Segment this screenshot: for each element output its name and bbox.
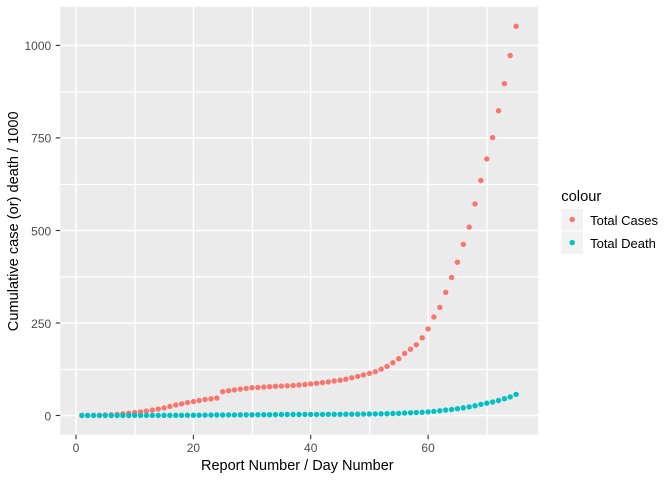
svg-text:20: 20 (187, 441, 201, 455)
svg-text:0: 0 (73, 441, 80, 455)
svg-text:1000: 1000 (24, 39, 51, 53)
svg-text:0: 0 (45, 409, 52, 423)
svg-text:Total Death: Total Death (590, 236, 656, 251)
svg-text:500: 500 (31, 224, 51, 238)
svg-text:60: 60 (421, 441, 435, 455)
svg-text:Report Number / Day Number: Report Number / Day Number (201, 458, 394, 474)
svg-text:Cumulative case (or) death / 1: Cumulative case (or) death / 1000 (6, 111, 22, 331)
svg-text:250: 250 (31, 317, 51, 331)
svg-text:750: 750 (31, 132, 51, 146)
svg-text:Total Cases: Total Cases (590, 213, 658, 228)
svg-text:40: 40 (304, 441, 318, 455)
svg-text:colour: colour (561, 189, 601, 205)
